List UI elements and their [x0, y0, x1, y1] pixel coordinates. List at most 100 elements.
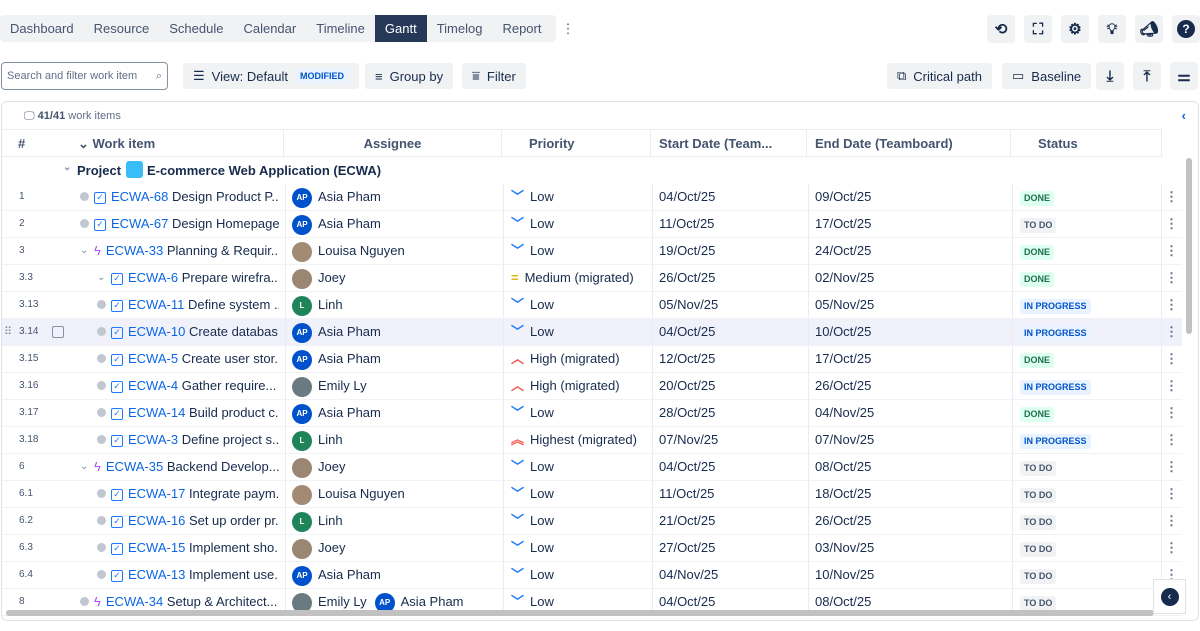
- assignee-cell[interactable]: Joey: [292, 535, 502, 561]
- status-cell[interactable]: IN PROGRESS: [1020, 373, 1091, 399]
- collapse-panel-icon[interactable]: ‹: [1181, 108, 1186, 123]
- end-date[interactable]: 26/Oct/25: [815, 513, 872, 528]
- col-work-item[interactable]: ⌄ Work item: [62, 130, 284, 157]
- start-date[interactable]: 05/Nov/25: [659, 297, 719, 312]
- assignee-cell[interactable]: Louisa Nguyen: [292, 481, 502, 507]
- view-button[interactable]: ☰ View: Default MODIFIED: [183, 63, 360, 89]
- table-row[interactable]: 3.15 ✓ ECWA-5 Create user stor... AP Asia Ph…: [2, 346, 1182, 373]
- assignee-cell[interactable]: Joey: [292, 265, 502, 291]
- start-date[interactable]: 07/Nov/25: [659, 432, 719, 447]
- table-row[interactable]: 3.16 ✓ ECWA-4 Gather require... Emily Ly ︿ Hi…: [2, 373, 1182, 400]
- priority-cell[interactable]: ﹀ Low: [511, 535, 554, 561]
- table-row[interactable]: 6.3 ✓ ECWA-15 Implement sho... Joey ﹀ Low 27/O…: [2, 535, 1182, 562]
- status-cell[interactable]: DONE: [1020, 400, 1055, 426]
- end-date[interactable]: 10/Nov/25: [815, 567, 875, 582]
- tab-report[interactable]: Report: [502, 21, 542, 36]
- row-menu-icon[interactable]: ⋮: [1165, 540, 1178, 555]
- status-cell[interactable]: DONE: [1020, 238, 1055, 264]
- work-item-title[interactable]: Planning & Requir...: [166, 243, 279, 258]
- assignee-cell[interactable]: AP Asia Pham: [292, 346, 502, 372]
- work-item-key[interactable]: ECWA-13: [128, 567, 186, 582]
- status-cell[interactable]: TO DO: [1020, 589, 1057, 615]
- priority-cell[interactable]: ﹀ Low: [511, 292, 554, 318]
- col-priority[interactable]: Priority: [502, 130, 651, 157]
- priority-cell[interactable]: ﹀ Low: [511, 319, 554, 345]
- tab-dashboard[interactable]: Dashboard: [10, 21, 74, 36]
- assignee-cell[interactable]: L Linh: [292, 427, 502, 453]
- start-date[interactable]: 21/Oct/25: [659, 513, 716, 528]
- tab-timeline[interactable]: Timeline: [316, 21, 365, 36]
- work-item-title[interactable]: Gather require...: [181, 378, 277, 393]
- col-status[interactable]: Status: [1011, 130, 1162, 157]
- priority-cell[interactable]: ﹀ Low: [511, 454, 554, 480]
- lightbulb-icon[interactable]: 💡︎: [1098, 15, 1126, 43]
- work-item-title[interactable]: Create user stor...: [181, 351, 279, 366]
- end-date[interactable]: 02/Nov/25: [815, 270, 875, 285]
- row-menu-icon[interactable]: ⋮: [1165, 378, 1178, 393]
- assignee-cell[interactable]: Louisa Nguyen: [292, 238, 502, 264]
- priority-cell[interactable]: ﹀ Low: [511, 184, 554, 210]
- table-row[interactable]: 3 ⌄ ϟ ECWA-33 Planning & Requir... Louisa Ng…: [2, 238, 1182, 265]
- priority-cell[interactable]: ﹀ Low: [511, 400, 554, 426]
- table-row[interactable]: 3.18 ✓ ECWA-3 Define project s... L Linh ︽ Hig…: [2, 427, 1182, 454]
- start-date[interactable]: 27/Oct/25: [659, 540, 716, 555]
- status-cell[interactable]: DONE: [1020, 184, 1055, 210]
- work-item-key[interactable]: ECWA-6: [128, 270, 179, 285]
- row-menu-icon[interactable]: ⋮: [1165, 567, 1178, 582]
- fullscreen-icon[interactable]: ⛶: [1024, 15, 1052, 43]
- end-date[interactable]: 03/Nov/25: [815, 540, 875, 555]
- end-date[interactable]: 18/Oct/25: [815, 486, 872, 501]
- tab-calendar[interactable]: Calendar: [243, 21, 297, 36]
- work-item-key[interactable]: ECWA-34: [105, 594, 164, 609]
- work-item-key[interactable]: ECWA-11: [128, 297, 185, 312]
- priority-cell[interactable]: ︿ High (migrated): [511, 373, 620, 399]
- work-item-title[interactable]: Design Homepage: [171, 216, 279, 231]
- start-date[interactable]: 19/Oct/25: [659, 243, 716, 258]
- announcement-icon[interactable]: 📣︎: [1135, 15, 1163, 43]
- expand-gantt-button[interactable]: ‹: [1153, 579, 1186, 614]
- status-cell[interactable]: TO DO: [1020, 535, 1057, 561]
- row-menu-icon[interactable]: ⋮: [1165, 432, 1178, 447]
- work-item-key[interactable]: ECWA-68: [111, 189, 169, 204]
- end-date[interactable]: 05/Nov/25: [815, 297, 875, 312]
- work-item-key[interactable]: ECWA-3: [128, 432, 179, 447]
- work-item-title[interactable]: Define project s...: [181, 432, 279, 447]
- start-date[interactable]: 26/Oct/25: [659, 270, 716, 285]
- work-item-key[interactable]: ECWA-5: [128, 351, 179, 366]
- table-row[interactable]: 3.13 ✓ ECWA-11 Define system ... L Linh ﹀ Low 0…: [2, 292, 1182, 319]
- priority-cell[interactable]: ︽ Highest (migrated): [511, 427, 637, 453]
- start-date[interactable]: 11/Oct/25: [659, 486, 715, 501]
- assignee-cell[interactable]: Emily Ly: [292, 373, 502, 399]
- work-item-title[interactable]: Design Product P...: [171, 189, 279, 204]
- start-date[interactable]: 04/Oct/25: [659, 324, 716, 339]
- end-date[interactable]: 24/Oct/25: [815, 243, 872, 258]
- status-cell[interactable]: TO DO: [1020, 454, 1057, 480]
- end-date[interactable]: 26/Oct/25: [815, 378, 872, 393]
- sliders-icon[interactable]: ⚌: [1170, 62, 1198, 90]
- table-row[interactable]: 3.14 ⠿ ✓ ECWA-10 Create databas... AP Asia Ph…: [2, 319, 1182, 346]
- end-date[interactable]: 07/Nov/25: [815, 432, 875, 447]
- col-start-date[interactable]: Start Date (Team...: [651, 130, 807, 157]
- work-item-title[interactable]: Set up order pr...: [188, 513, 279, 528]
- priority-cell[interactable]: ﹀ Low: [511, 481, 554, 507]
- work-item-key[interactable]: ECWA-4: [128, 378, 179, 393]
- priority-cell[interactable]: ﹀ Low: [511, 562, 554, 588]
- start-date[interactable]: 04/Oct/25: [659, 594, 716, 609]
- work-item-title[interactable]: Setup & Architect...: [166, 594, 278, 609]
- table-row[interactable]: 3.3 ⌄ ✓ ECWA-6 Prepare wirefra... Joey = Mediu…: [2, 265, 1182, 292]
- priority-cell[interactable]: = Medium (migrated): [511, 265, 634, 291]
- work-item-key[interactable]: ECWA-17: [128, 486, 186, 501]
- tab-gantt[interactable]: Gantt: [374, 15, 427, 42]
- work-item-title[interactable]: Implement use...: [188, 567, 279, 582]
- start-date[interactable]: 28/Oct/25: [659, 405, 716, 420]
- project-name[interactable]: E-commerce Web Application (ECWA): [147, 163, 382, 178]
- group-by-button[interactable]: ≡ Group by: [365, 63, 454, 89]
- row-menu-icon[interactable]: ⋮: [1165, 513, 1178, 528]
- assignee-cell[interactable]: AP Asia Pham: [292, 211, 502, 237]
- work-item-title[interactable]: Backend Develop...: [166, 459, 279, 474]
- priority-cell[interactable]: ︿ High (migrated): [511, 346, 620, 372]
- col-end-date[interactable]: End Date (Teamboard): [807, 130, 1011, 157]
- status-cell[interactable]: TO DO: [1020, 508, 1057, 534]
- work-item-key[interactable]: ECWA-67: [111, 216, 169, 231]
- table-row[interactable]: 1 ✓ ECWA-68 Design Product P... AP Asia Pham…: [2, 184, 1182, 211]
